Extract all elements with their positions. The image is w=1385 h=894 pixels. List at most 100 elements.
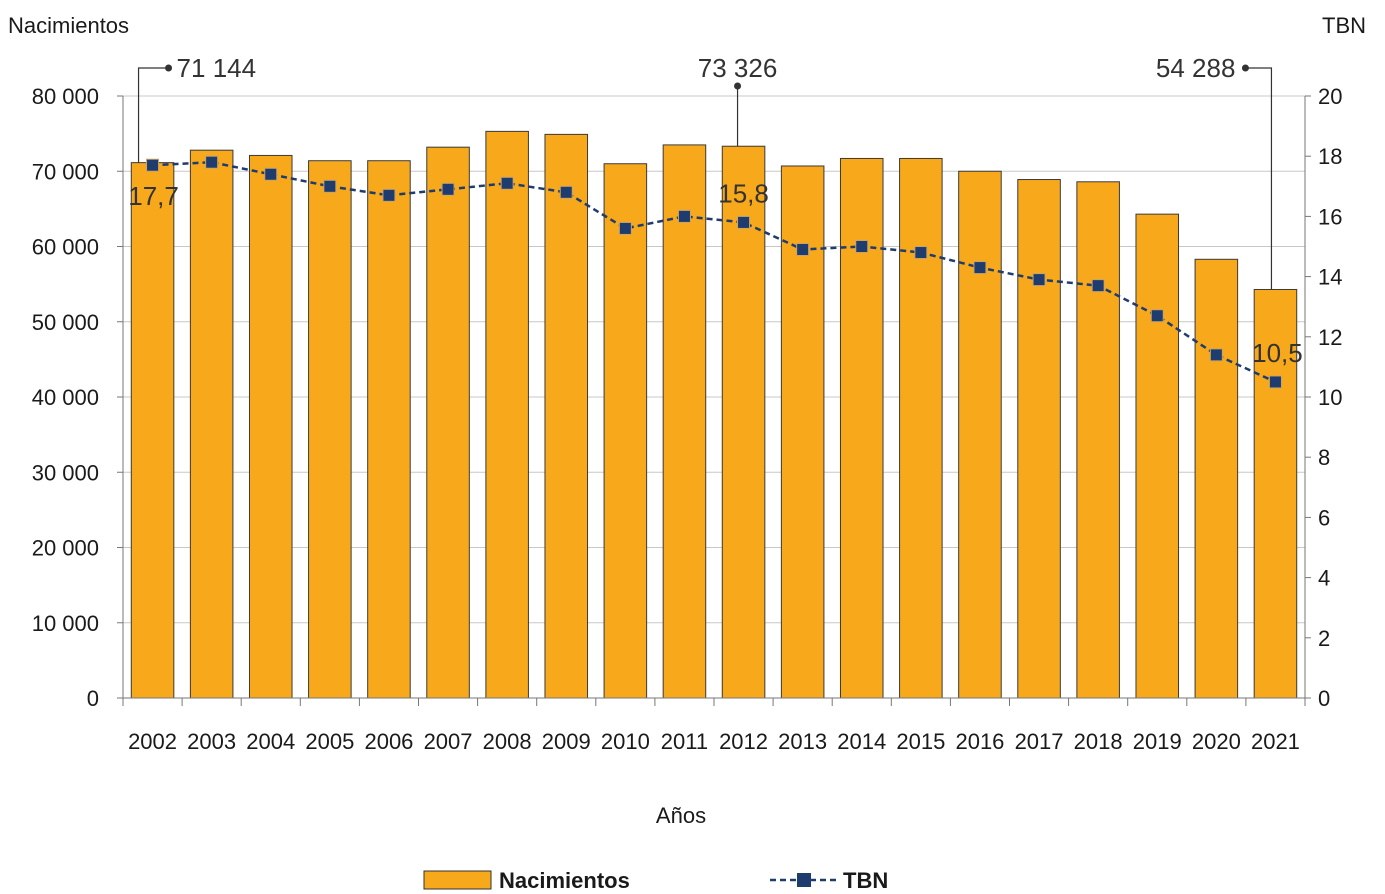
bar (544, 133, 589, 699)
x-tick-label: 2004 (246, 729, 295, 754)
right-tick-label: 4 (1318, 566, 1330, 591)
callout-leader (137, 67, 169, 163)
x-axis-ticks: 2002 2003 2004 2005 2006 2007 2008 2009 2010 2011… (122, 698, 1306, 754)
tbn-point (677, 209, 691, 223)
callout-label: 73 326 (698, 53, 778, 83)
x-tick-label: 2012 (719, 729, 768, 754)
bar (189, 149, 234, 699)
right-tick-label: 18 (1318, 144, 1342, 169)
bar (367, 160, 411, 699)
bar (1076, 181, 1120, 699)
tbn-point (914, 246, 928, 260)
legend-label-nacimientos: Nacimientos (499, 868, 630, 893)
x-tick-label: 2005 (305, 729, 354, 754)
bar (130, 162, 175, 699)
x-tick-label: 2008 (483, 729, 532, 754)
callout-label: 54 288 (1156, 53, 1236, 83)
tbn-point (737, 215, 751, 229)
bar (603, 163, 648, 699)
bar (662, 144, 707, 699)
left-tick-label: 80 000 (32, 84, 99, 109)
x-tick-label: 2010 (601, 729, 650, 754)
tbn-point (559, 185, 573, 199)
x-tick-label: 2016 (955, 729, 1004, 754)
bar (485, 130, 529, 699)
right-axis-title: TBN (1322, 13, 1366, 38)
right-tick-label: 20 (1318, 84, 1342, 109)
left-axis-title: Nacimientos (8, 13, 129, 38)
bar (1135, 213, 1180, 699)
annotations: 71 144 73 326 54 288 17,7 15,8 10,5 (128, 53, 1303, 368)
x-tick-label: 2017 (1015, 729, 1064, 754)
left-tick-label: 10 000 (32, 611, 99, 636)
legend-bar-swatch (423, 870, 492, 890)
left-tick-label: 70 000 (32, 159, 99, 184)
x-tick-label: 2020 (1192, 729, 1241, 754)
right-tick-label: 10 (1318, 385, 1342, 410)
bar (1017, 179, 1061, 699)
tbn-point (441, 182, 455, 196)
x-tick-label: 2003 (187, 729, 236, 754)
tbn-point (855, 240, 869, 253)
x-tick-label: 2002 (128, 729, 177, 754)
callout-dot (1241, 64, 1249, 72)
bar (958, 170, 1002, 699)
x-tick-label: 2018 (1074, 729, 1123, 754)
tbn-point (1091, 279, 1105, 293)
right-tick-label: 2 (1318, 626, 1330, 651)
tbn-point (500, 176, 514, 190)
bar (1194, 258, 1239, 699)
right-axis-ticks: 0 2 4 6 8 10 12 14 16 18 20 (1305, 84, 1342, 711)
right-tick-label: 6 (1318, 505, 1330, 530)
legend-marker-icon (797, 873, 811, 887)
callout-dot (165, 64, 173, 72)
bar (426, 146, 470, 699)
legend-label-tbn: TBN (843, 868, 888, 893)
right-tick-label: 16 (1318, 204, 1342, 229)
left-tick-label: 50 000 (32, 310, 99, 335)
tbn-point (1032, 273, 1046, 287)
legend: Nacimientos TBN (423, 868, 888, 893)
left-tick-label: 0 (87, 686, 99, 711)
tbn-point (146, 158, 160, 172)
callout-leader (1245, 67, 1273, 290)
x-tick-label: 2014 (837, 729, 886, 754)
tbn-point (1268, 375, 1282, 389)
x-tick-label: 2009 (542, 729, 591, 754)
left-tick-label: 60 000 (32, 235, 99, 260)
x-tick-label: 2011 (661, 729, 708, 754)
tbn-point (618, 221, 632, 235)
x-tick-label: 2021 (1251, 729, 1300, 754)
data-label: 10,5 (1252, 338, 1303, 368)
tbn-point (205, 155, 219, 169)
data-label: 17,7 (128, 181, 179, 211)
tbn-point (1150, 309, 1164, 323)
tbn-line-group (146, 155, 1282, 389)
x-tick-label: 2019 (1133, 729, 1182, 754)
x-tick-label: 2015 (896, 729, 945, 754)
right-tick-label: 12 (1318, 325, 1342, 350)
right-tick-label: 14 (1318, 265, 1342, 290)
bar (248, 154, 293, 699)
bar (839, 157, 884, 699)
tbn-point (264, 167, 278, 181)
left-tick-label: 30 000 (32, 460, 99, 485)
tbn-point (323, 179, 337, 193)
bar (721, 145, 766, 699)
callout-label: 71 144 (177, 53, 257, 83)
bar (899, 157, 943, 699)
tbn-point (382, 188, 396, 202)
bar (1253, 288, 1298, 699)
bar (308, 160, 352, 699)
tbn-point (796, 243, 810, 257)
right-tick-label: 0 (1318, 686, 1330, 711)
x-tick-label: 2013 (778, 729, 827, 754)
bars-group (130, 130, 1298, 699)
tbn-point (973, 261, 987, 275)
x-axis-title: Años (656, 803, 706, 828)
data-label: 15,8 (718, 178, 769, 208)
callout-dot (734, 82, 742, 90)
tbn-series-line (152, 160, 1276, 384)
tbn-point (1209, 348, 1223, 362)
